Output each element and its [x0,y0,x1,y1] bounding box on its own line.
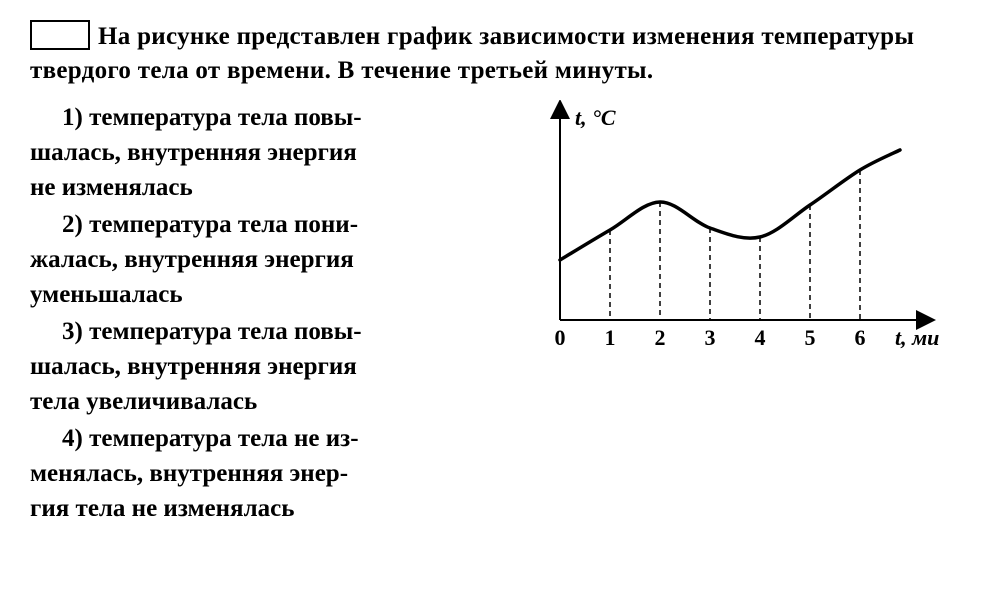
svg-text:4: 4 [755,325,766,350]
option-3-line3: тела увеличивалась [30,384,510,419]
option-4: 4) температура тела не из- менялась, вну… [30,421,510,526]
option-4-line2: менялась, внутренняя энер- [30,456,510,491]
option-3-line1: 3) температура тела повы- [30,314,510,349]
option-2-line3: уменьшалась [30,277,510,312]
chart-svg: 0 1 2 3 4 5 6 t, °C t, мин [500,100,940,380]
answer-box [30,20,90,50]
option-2-line1: 2) температура тела пони- [30,207,510,242]
option-3-line2: шалась, внутренняя энергия [30,349,510,384]
option-1-line3: не изменялась [30,170,510,205]
content-area: 1) температура тела повы- шалась, внутре… [30,100,970,526]
svg-text:2: 2 [655,325,666,350]
svg-text:1: 1 [605,325,616,350]
svg-text:6: 6 [855,325,866,350]
svg-text:t, мин: t, мин [895,325,940,350]
option-4-line3: гия тела не изменялась [30,491,510,526]
svg-text:t, °C: t, °C [575,105,616,130]
option-1: 1) температура тела повы- шалась, внутре… [30,100,510,205]
option-4-line1: 4) температура тела не из- [30,421,510,456]
option-1-line2: шалась, внутренняя энергия [30,135,510,170]
question-header: На рисунке представлен график зависимост… [30,20,970,88]
option-2-line2: жалась, внутренняя энергия [30,242,510,277]
option-1-line1: 1) температура тела повы- [30,100,510,135]
svg-text:0: 0 [555,325,566,350]
svg-text:3: 3 [705,325,716,350]
options-list: 1) температура тела повы- шалась, внутре… [30,100,510,526]
option-2: 2) температура тела пони- жалась, внутре… [30,207,510,312]
option-3: 3) температура тела повы- шалась, внутре… [30,314,510,419]
temperature-chart: 0 1 2 3 4 5 6 t, °C t, мин [500,100,940,380]
svg-text:5: 5 [805,325,816,350]
header-text: На рисунке представлен график зависимост… [30,23,914,84]
